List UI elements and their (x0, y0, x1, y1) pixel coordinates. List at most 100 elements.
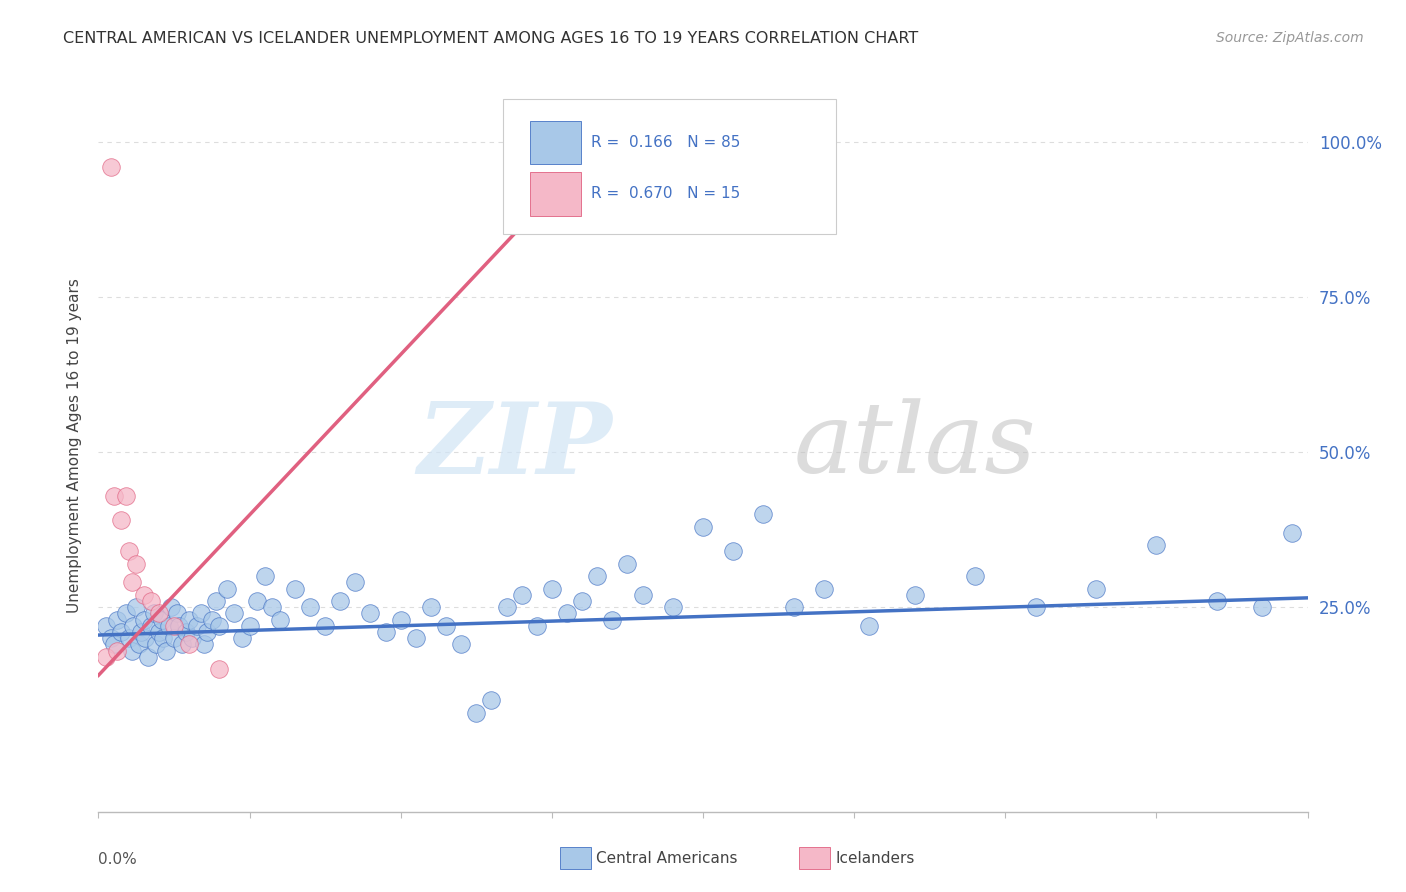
Point (239, 619, 262, 633)
Point (159, 619, 181, 633)
Point (105, 613, 128, 627)
Point (205, 594, 228, 608)
Point (118, 631, 141, 645)
Point (155, 643, 177, 657)
Point (136, 649, 159, 664)
Point (360, 607, 382, 621)
Point (389, 613, 412, 627)
Point (208, 662, 231, 676)
Point (195, 624, 218, 639)
Point (163, 631, 186, 645)
Point (125, 557, 148, 571)
Point (190, 607, 212, 621)
Text: Central Americans: Central Americans (596, 851, 738, 865)
Point (94, 649, 117, 664)
Point (965, 569, 987, 583)
Point (1085, 582, 1108, 596)
Point (434, 619, 457, 633)
Point (105, 643, 128, 657)
Point (405, 631, 427, 645)
Point (103, 489, 125, 503)
Point (510, 588, 533, 602)
Point (152, 631, 174, 645)
Point (186, 619, 208, 633)
Point (224, 607, 246, 621)
Point (723, 544, 745, 558)
Point (129, 624, 152, 639)
Point (100, 160, 122, 174)
Point (148, 607, 170, 621)
Text: atlas: atlas (793, 399, 1036, 493)
Point (201, 613, 224, 627)
Text: CENTRAL AMERICAN VS ICELANDER UNEMPLOYMENT AMONG AGES 16 TO 19 YEARS CORRELATION: CENTRAL AMERICAN VS ICELANDER UNEMPLOYME… (63, 31, 918, 46)
FancyBboxPatch shape (503, 98, 837, 234)
Point (692, 519, 714, 533)
Point (103, 637, 125, 651)
Point (526, 619, 548, 633)
Point (134, 631, 156, 645)
Point (1281, 525, 1303, 540)
Point (110, 624, 132, 639)
Point (540, 582, 562, 596)
Point (179, 637, 201, 651)
Point (631, 588, 654, 602)
Point (193, 637, 215, 651)
Point (465, 706, 488, 720)
Point (555, 607, 578, 621)
Text: R =  0.166   N = 85: R = 0.166 N = 85 (591, 135, 740, 150)
Point (128, 637, 150, 651)
Point (858, 619, 880, 633)
Point (329, 594, 352, 608)
Point (246, 594, 269, 608)
Point (163, 619, 186, 633)
Point (170, 637, 193, 651)
Point (132, 588, 155, 602)
Point (616, 557, 638, 571)
Point (571, 594, 593, 608)
Point (114, 489, 136, 503)
Point (141, 619, 163, 633)
Point (122, 619, 145, 633)
Point (1024, 600, 1046, 615)
Point (344, 575, 367, 590)
Point (166, 607, 188, 621)
Point (299, 600, 322, 615)
Point (121, 643, 143, 657)
Point (110, 513, 132, 527)
Point (141, 594, 163, 608)
Point (586, 569, 609, 583)
Point (132, 613, 155, 627)
Point (1251, 600, 1274, 615)
Point (904, 588, 927, 602)
Point (269, 613, 291, 627)
Point (160, 600, 183, 615)
Point (1206, 594, 1229, 608)
Point (602, 613, 624, 627)
Text: 0.0%: 0.0% (98, 852, 138, 867)
Point (231, 631, 253, 645)
Point (181, 631, 204, 645)
Point (145, 637, 167, 651)
Point (167, 619, 190, 633)
Point (118, 544, 141, 558)
Point (143, 607, 166, 621)
Point (450, 637, 472, 651)
Point (208, 619, 231, 633)
Point (262, 600, 284, 615)
Point (179, 613, 201, 627)
Point (813, 582, 835, 596)
Point (125, 600, 148, 615)
Point (1144, 538, 1167, 552)
Point (752, 507, 775, 521)
Point (284, 582, 307, 596)
Point (215, 582, 238, 596)
Point (374, 624, 396, 639)
Text: Source: ZipAtlas.com: Source: ZipAtlas.com (1216, 31, 1364, 45)
Point (150, 613, 173, 627)
Point (661, 600, 683, 615)
Point (253, 569, 276, 583)
Point (94, 619, 117, 633)
Text: ZIP: ZIP (418, 398, 613, 494)
Bar (530, 120, 581, 164)
Point (174, 624, 197, 639)
